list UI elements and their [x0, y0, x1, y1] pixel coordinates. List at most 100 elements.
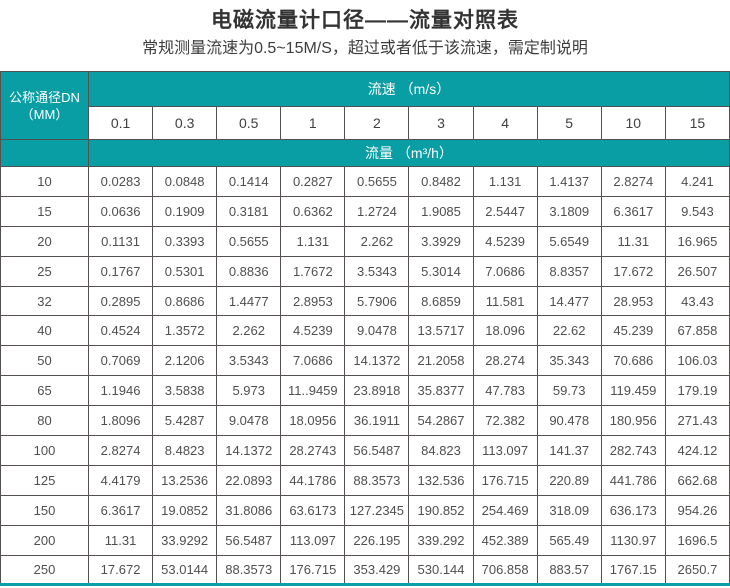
- flow-value-cell: 9.0478: [344, 315, 410, 347]
- flow-value-cell: 4.5239: [280, 315, 346, 347]
- flow-value-cell: 14.1372: [216, 435, 282, 466]
- flow-value-cell: 424.12: [664, 435, 730, 466]
- flow-value-cell: 0.1414: [216, 166, 282, 197]
- flow-value-cell: 2.8274: [87, 435, 154, 466]
- flow-value-cell: 0.8836: [216, 255, 282, 287]
- dn-value-cell: 15: [0, 195, 89, 227]
- flow-value-cell: 662.68: [664, 464, 730, 496]
- flow-value-cell: 113.097: [280, 524, 346, 556]
- flow-value-cell: 1.1946: [87, 375, 154, 407]
- flow-value-cell: 23.8918: [344, 375, 410, 407]
- flow-value-cell: 282.743: [600, 435, 666, 466]
- table-row: 100 2.8274 8.4823 14.1372 28.2743 56.5487 84.8…: [0, 435, 730, 466]
- page-subtitle: 常规测量流速为0.5~15M/S，超过或者低于该流速，需定制说明: [142, 40, 588, 57]
- flow-value-cell: 132.536: [408, 464, 474, 496]
- dn-value-cell: 65: [0, 375, 89, 407]
- flow-value-cell: 2.8953: [280, 285, 346, 317]
- flow-value-cell: 254.469: [472, 494, 538, 526]
- flow-value-cell: 53.0144: [152, 554, 218, 586]
- flow-value-cell: 7.0686: [472, 255, 538, 287]
- flow-value-cell: 31.8086: [216, 494, 282, 526]
- table-row: 250 17.672 53.0144 88.3573 176.715 353.429 530…: [0, 554, 730, 586]
- flow-value-cell: 190.852: [408, 494, 474, 526]
- flow-value-cell: 5.3014: [408, 255, 474, 287]
- velocity-band-header: 流速 （m/s）: [88, 71, 730, 107]
- flow-header-row: 流量 （m³/h）: [0, 139, 730, 167]
- velocity-column-header: 15: [664, 106, 730, 140]
- flow-value-cell: 11.31: [87, 524, 154, 556]
- flow-value-cell: 90.478: [536, 405, 602, 437]
- velocity-values-row: 0.1 0.3 0.5 1 2 3 4 5 10 15: [1, 106, 730, 140]
- flow-value-cell: 3.5343: [344, 255, 410, 287]
- flow-value-cell: 1767.15: [600, 554, 666, 586]
- flow-value-cell: 1.4137: [536, 166, 602, 197]
- flow-value-cell: 14.477: [536, 285, 602, 317]
- flow-value-cell: 67.858: [664, 315, 730, 347]
- flow-value-cell: 22.0893: [216, 464, 282, 496]
- flow-value-cell: 4.5239: [472, 225, 538, 257]
- dn-value-cell: 250: [0, 554, 89, 586]
- velocity-column-header: 0.5: [216, 106, 282, 140]
- corner-header-line2: （MM）: [20, 106, 69, 122]
- flow-value-cell: 6.3617: [87, 494, 154, 526]
- flow-value-cell: 28.2743: [280, 435, 346, 466]
- velocity-column-header: 10: [600, 106, 666, 140]
- dn-value-cell: 40: [0, 315, 89, 347]
- flow-value-cell: 2.262: [344, 225, 410, 257]
- flow-band-header: 流量 （m³/h）: [88, 139, 730, 167]
- flow-value-cell: 35.343: [536, 345, 602, 377]
- flow-value-cell: 35.8377: [408, 375, 474, 407]
- flow-value-cell: 26.507: [664, 255, 730, 287]
- flow-value-cell: 2.262: [216, 315, 282, 347]
- flow-value-cell: 5.4287: [152, 405, 218, 437]
- flow-value-cell: 1.4477: [216, 285, 282, 317]
- flow-value-cell: 17.672: [87, 554, 154, 586]
- flow-value-cell: 19.0852: [152, 494, 218, 526]
- table-row: 32 0.2895 0.8686 1.4477 2.8953 5.7906 8.6859 11…: [0, 285, 730, 317]
- velocity-column-header: 5: [536, 106, 602, 140]
- table-row: 200 11.31 33.9292 56.5487 113.097 226.195 339.…: [0, 524, 730, 556]
- flow-value-cell: 1.9085: [408, 195, 474, 227]
- dn-value-cell: 32: [0, 285, 89, 317]
- flow-value-cell: 70.686: [600, 345, 666, 377]
- velocity-column-header: 1: [280, 106, 346, 140]
- velocity-column-header: 0.3: [152, 106, 218, 140]
- flow-value-cell: 4.241: [664, 166, 730, 197]
- table-row: 150 6.3617 19.0852 31.8086 63.6173 127.2345 19…: [0, 494, 730, 526]
- flow-value-cell: 353.429: [344, 554, 410, 586]
- flow-value-cell: 22.62: [536, 315, 602, 347]
- dn-value-cell: 125: [0, 464, 89, 496]
- corner-header-dn: 公称通径DN （MM）: [0, 71, 89, 140]
- dn-value-cell: 80: [0, 405, 89, 437]
- flow-value-cell: 63.6173: [280, 494, 346, 526]
- flow-value-cell: 47.783: [472, 375, 538, 407]
- velocity-column-header: 2: [344, 106, 410, 140]
- velocity-header-row: 公称通径DN （MM） 流速 （m/s）: [0, 71, 730, 140]
- dn-value-cell: 25: [0, 255, 89, 287]
- velocity-column-header: 4: [472, 106, 538, 140]
- flow-value-cell: 0.4524: [87, 315, 154, 347]
- flow-comparison-table: 公称通径DN （MM） 流速 （m/s） 0.1 0.3 0.5 1 2 3 4 5 10 15 …: [0, 71, 730, 587]
- dn-value-cell: 200: [0, 524, 89, 556]
- table-row: 50 0.7069 2.1206 3.5343 7.0686 14.1372 21.2058…: [0, 345, 730, 377]
- flow-value-cell: 141.37: [536, 435, 602, 466]
- flow-value-cell: 33.9292: [152, 524, 218, 556]
- flow-value-cell: 0.0848: [152, 166, 218, 197]
- flow-value-cell: 226.195: [344, 524, 410, 556]
- flow-value-cell: 954.26: [664, 494, 730, 526]
- flow-value-cell: 45.239: [600, 315, 666, 347]
- flow-value-cell: 0.1909: [152, 195, 218, 227]
- dn-value-cell: 150: [0, 494, 89, 526]
- dn-value-cell: 100: [0, 435, 89, 466]
- flow-value-cell: 21.2058: [408, 345, 474, 377]
- flow-value-cell: 271.43: [664, 405, 730, 437]
- flow-value-cell: 16.965: [664, 225, 730, 257]
- velocity-column-header: 3: [408, 106, 474, 140]
- dn-value-cell: 50: [0, 345, 89, 377]
- flow-value-cell: 13.2536: [152, 464, 218, 496]
- table-row: 25 0.1767 0.5301 0.8836 1.7672 3.5343 5.3014 7.…: [0, 255, 730, 287]
- flow-value-cell: 706.858: [472, 554, 538, 586]
- flow-value-cell: 0.3393: [152, 225, 218, 257]
- flow-value-cell: 127.2345: [344, 494, 410, 526]
- flow-value-cell: 176.715: [280, 554, 346, 586]
